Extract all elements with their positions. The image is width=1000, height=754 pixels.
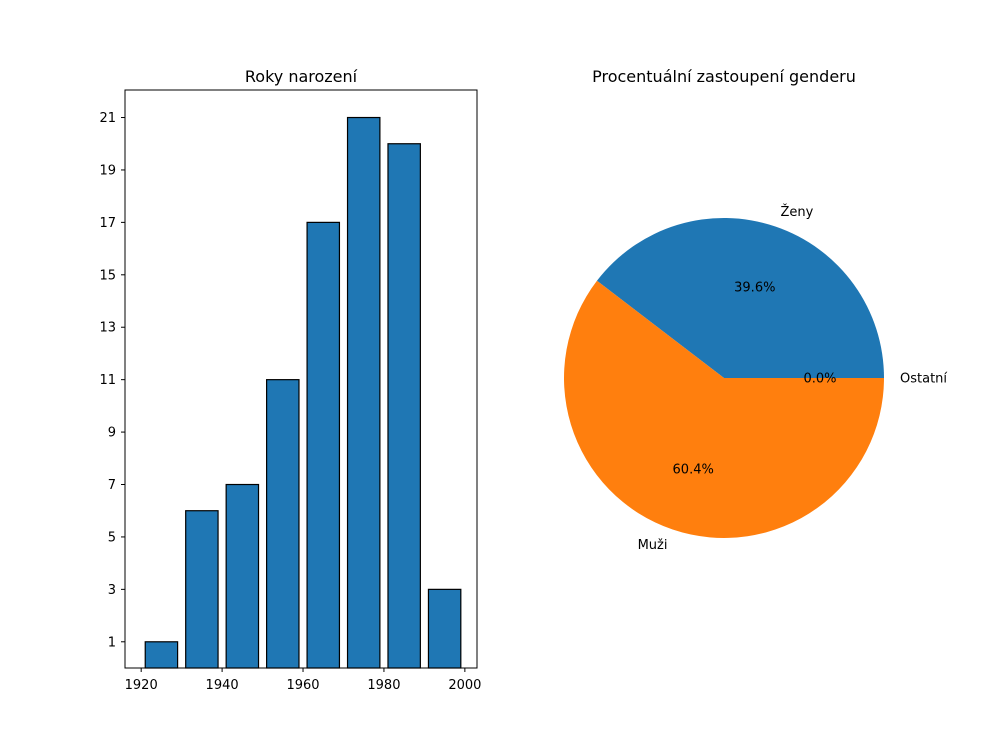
histogram-bar bbox=[306, 221, 341, 669]
histogram-axes-frame bbox=[124, 89, 478, 669]
pie-slice bbox=[596, 217, 884, 378]
pie-labels: Ženy 39.6% Muži 60.4% Ostatní 0.0% bbox=[638, 204, 948, 553]
x-tick-label: 1960 bbox=[286, 678, 319, 693]
x-tick-label: 1920 bbox=[125, 678, 158, 693]
pie-slices bbox=[564, 217, 884, 538]
histogram-bar bbox=[225, 483, 260, 669]
y-tick-label: 21 bbox=[99, 111, 116, 126]
y-tick-label: 5 bbox=[108, 530, 116, 545]
y-tick-label: 9 bbox=[108, 426, 116, 441]
pie-percent-label: 60.4% bbox=[673, 462, 714, 477]
histogram-bar bbox=[346, 116, 381, 669]
histogram-bar bbox=[427, 588, 462, 669]
histogram-bars bbox=[144, 116, 462, 669]
y-tick-label: 15 bbox=[99, 268, 116, 283]
pie-percent-label: 39.6% bbox=[734, 281, 775, 296]
histogram-bar bbox=[266, 379, 300, 669]
x-tick-label: 2000 bbox=[448, 678, 481, 693]
histogram-bar bbox=[185, 510, 219, 669]
pie-slice bbox=[564, 280, 884, 538]
histogram-bar bbox=[387, 143, 421, 669]
pie-category-label: Ostatní bbox=[900, 372, 947, 387]
histogram-title: Roky narození bbox=[245, 67, 358, 86]
y-tick-label: 1 bbox=[108, 635, 116, 650]
y-tick-label: 17 bbox=[99, 216, 116, 231]
y-tick-label: 3 bbox=[108, 583, 116, 598]
pie-percent-label: 0.0% bbox=[803, 372, 836, 387]
histogram-x-ticks: 1920 1940 1960 1980 2000 bbox=[125, 668, 481, 693]
pie-category-label: Ženy bbox=[780, 204, 813, 220]
y-tick-label: 11 bbox=[99, 373, 116, 388]
y-tick-label: 19 bbox=[99, 163, 116, 178]
pie-title: Procentuální zastoupení genderu bbox=[592, 67, 856, 86]
gender-pie-chart: Procentuální zastoupení genderu Ženy 39.6… bbox=[564, 67, 947, 553]
y-tick-label: 7 bbox=[108, 478, 116, 493]
x-tick-label: 1940 bbox=[206, 678, 239, 693]
birth-year-histogram: Roky narození 1920 1940 1960 1980 2000 13579… bbox=[99, 67, 481, 693]
histogram-bar bbox=[144, 641, 179, 669]
pie-category-label: Muži bbox=[638, 538, 668, 553]
y-tick-label: 13 bbox=[99, 321, 116, 336]
x-tick-label: 1980 bbox=[367, 678, 400, 693]
